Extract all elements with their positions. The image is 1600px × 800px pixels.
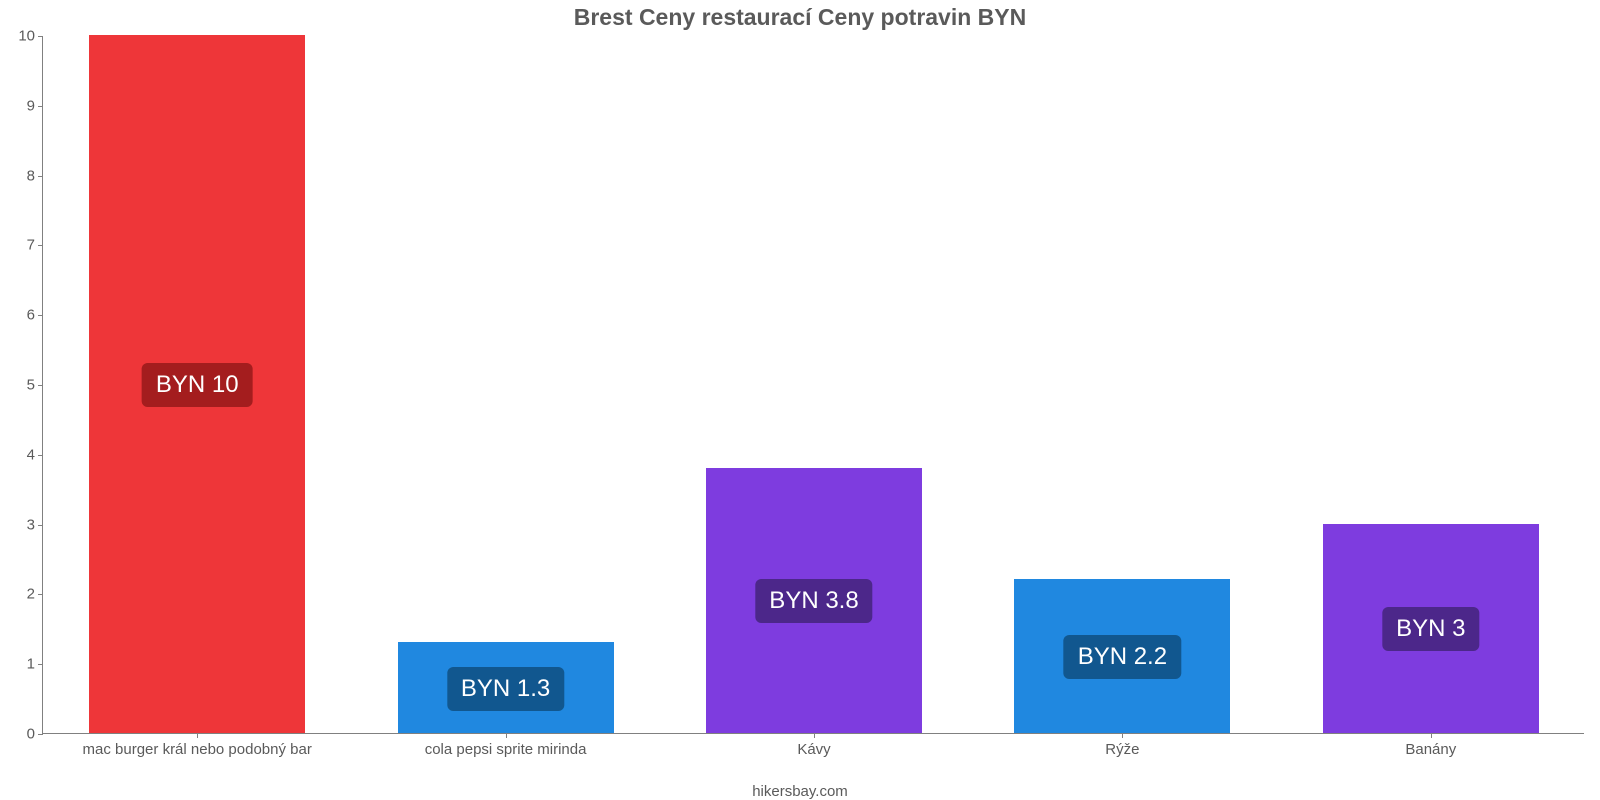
y-tick-mark [38, 594, 43, 595]
value-badge: BYN 3 [1382, 607, 1479, 651]
chart-title: Brest Ceny restaurací Ceny potravin BYN [0, 0, 1600, 31]
value-badge: BYN 1.3 [447, 667, 564, 711]
chart-footer: hikersbay.com [0, 783, 1600, 800]
y-tick-mark [38, 315, 43, 316]
y-tick-mark [38, 36, 43, 37]
y-tick-mark [38, 106, 43, 107]
y-tick-mark [38, 664, 43, 665]
x-category-label: cola pepsi sprite mirinda [425, 733, 587, 758]
x-category-label: Rýže [1105, 733, 1139, 758]
x-category-label: Banány [1405, 733, 1456, 758]
y-tick-mark [38, 455, 43, 456]
chart-container: Brest Ceny restaurací Ceny potravin BYN … [0, 0, 1600, 800]
y-tick-mark [38, 385, 43, 386]
value-badge: BYN 2.2 [1064, 635, 1181, 679]
value-badge: BYN 3.8 [755, 579, 872, 623]
x-category-label: mac burger král nebo podobný bar [83, 733, 312, 758]
plot-area: 012345678910mac burger král nebo podobný… [42, 36, 1584, 734]
y-tick-mark [38, 245, 43, 246]
value-badge: BYN 10 [142, 363, 253, 407]
y-tick-mark [38, 525, 43, 526]
y-tick-mark [38, 176, 43, 177]
x-category-label: Kávy [797, 733, 830, 758]
y-tick-mark [38, 734, 43, 735]
